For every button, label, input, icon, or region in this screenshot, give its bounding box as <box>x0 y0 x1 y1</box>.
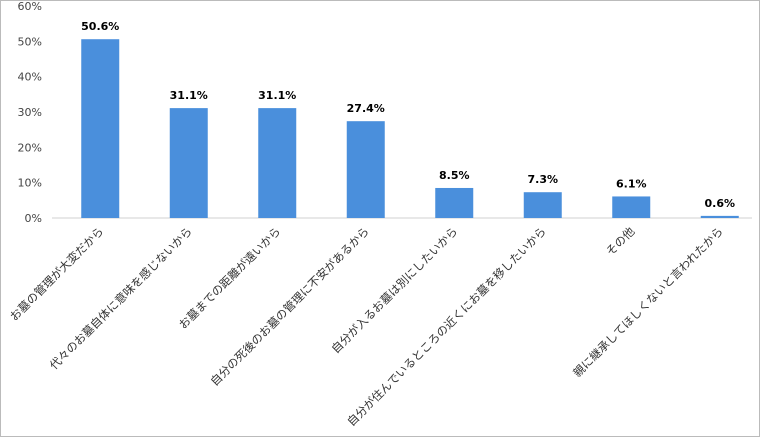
bar <box>523 192 562 218</box>
y-tick-label: 40% <box>18 71 42 84</box>
y-tick-label: 30% <box>18 106 42 119</box>
y-tick-label: 50% <box>18 35 42 48</box>
value-label: 31.1% <box>258 89 296 102</box>
value-label: 6.1% <box>616 177 647 190</box>
bar <box>346 121 385 218</box>
bar <box>612 196 651 218</box>
bar <box>169 108 208 218</box>
value-label: 31.1% <box>170 89 208 102</box>
y-tick-label: 60% <box>18 0 42 13</box>
y-tick-label: 20% <box>18 141 42 154</box>
value-label: 8.5% <box>439 169 470 182</box>
bar <box>435 187 474 218</box>
value-label: 0.6% <box>704 197 735 210</box>
bar <box>258 108 297 218</box>
y-tick-label: 0% <box>25 212 42 225</box>
bar <box>81 39 120 218</box>
y-tick-label: 10% <box>18 177 42 190</box>
value-label: 27.4% <box>347 102 385 115</box>
bar <box>700 215 739 218</box>
value-label: 50.6% <box>81 20 119 33</box>
value-label: 7.3% <box>527 173 558 186</box>
